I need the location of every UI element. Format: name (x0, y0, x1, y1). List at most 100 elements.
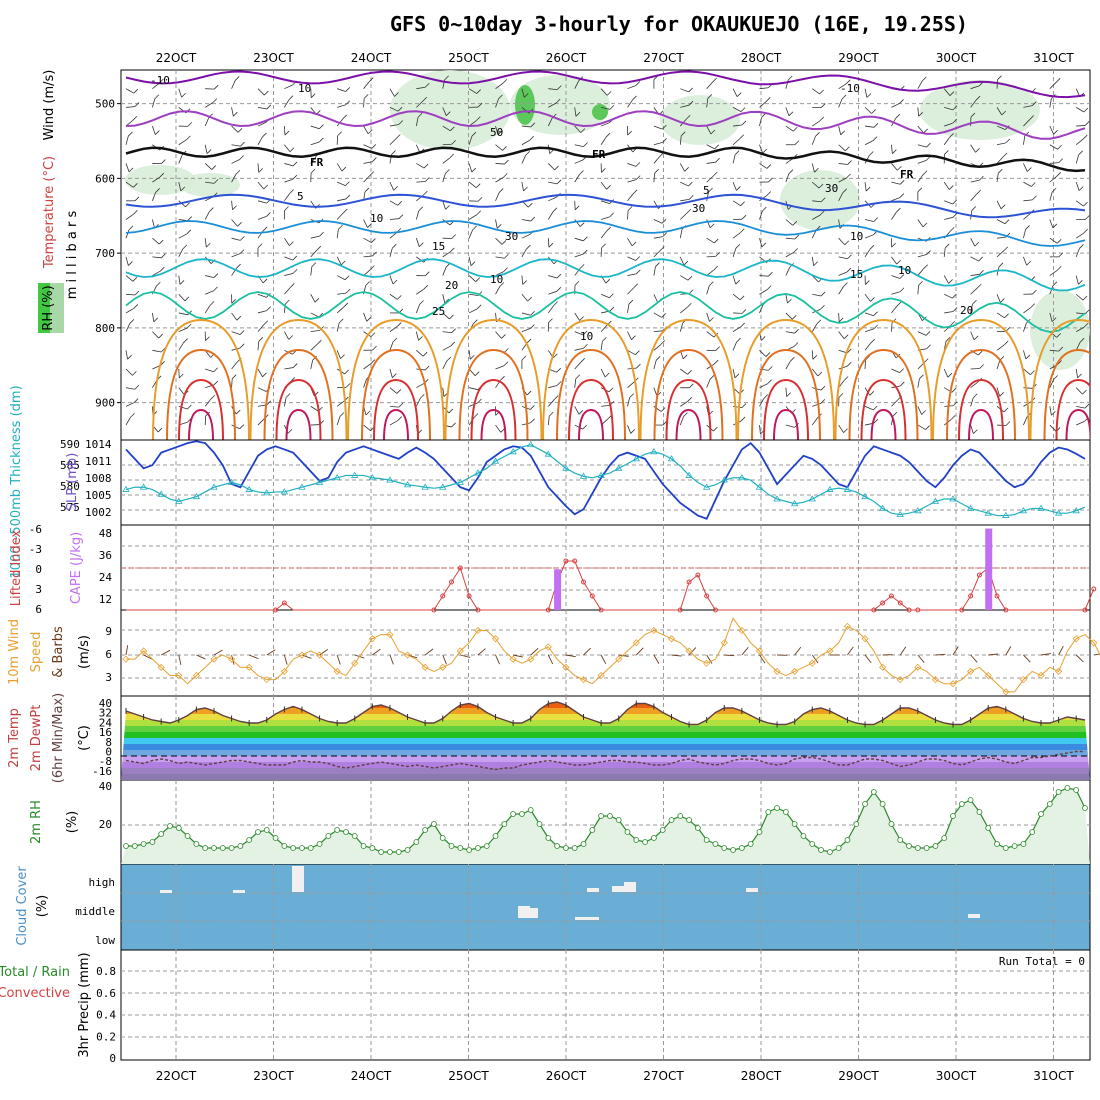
wind-barb (838, 237, 846, 246)
wind-barb (653, 173, 656, 183)
wind-barb (495, 98, 499, 108)
wind-barb (917, 80, 923, 89)
wind-barb (451, 139, 457, 145)
wind-barb (389, 181, 395, 191)
wind-speed-marker (615, 655, 623, 663)
wind-barb (684, 167, 689, 172)
wind-barb (1025, 225, 1030, 230)
wind-barb (840, 130, 845, 136)
wind-barb (415, 304, 420, 314)
wind-barb (1075, 107, 1085, 113)
wind-barb (284, 130, 290, 136)
wind-barb (974, 241, 980, 247)
lifted-index-marker (677, 607, 683, 613)
wind-barb (679, 229, 683, 239)
wind-speed-marker (280, 667, 288, 675)
wind-barb (766, 164, 772, 169)
wind-barb (864, 405, 874, 411)
wind-barb (925, 425, 930, 430)
wind-barb (973, 335, 979, 341)
contour-label: 30 (692, 202, 705, 215)
rh-marker (422, 827, 429, 833)
wind-barb (418, 336, 423, 341)
wind-barb (503, 267, 508, 272)
wind-barb (391, 373, 397, 378)
wind-barb (468, 275, 476, 282)
rh-marker (932, 843, 939, 849)
wind-barb (1049, 237, 1058, 244)
wind-barb (604, 372, 610, 378)
slp-tick: 1011 (85, 455, 112, 468)
rh-marker (914, 845, 921, 851)
wind-barb (844, 240, 850, 246)
contour-label: 5 (703, 184, 710, 197)
wind-barb (127, 354, 132, 360)
lifted-index-marker (686, 579, 692, 585)
wind-barb (811, 256, 815, 266)
thickness-tick: 590 (60, 438, 80, 451)
rh-marker (633, 837, 640, 843)
wind-barb (449, 247, 455, 253)
wind-barb (785, 173, 790, 183)
surface-wind-barb (1093, 653, 1100, 656)
wind-barb (134, 384, 140, 390)
wind-barb (178, 233, 187, 239)
cloud-block (746, 888, 758, 892)
wind-barb (1049, 192, 1053, 201)
wind-barb (257, 341, 260, 351)
wind-barb (791, 315, 797, 320)
wind-barb (635, 175, 641, 180)
slp-tick: 1008 (85, 472, 112, 485)
wind-barb (369, 171, 375, 176)
wind-speed-marker (403, 651, 412, 659)
wind-barb (284, 256, 293, 261)
temp-band (121, 750, 1090, 756)
temp-band (121, 756, 1090, 762)
wind-speed-marker (667, 635, 676, 643)
wind-barb (442, 267, 447, 276)
wind-barb (602, 337, 607, 342)
wind-barb (240, 141, 245, 147)
rh-marker (466, 847, 473, 853)
isotherm-dome (737, 318, 835, 440)
wind-barb (499, 282, 505, 287)
wind-barb (972, 393, 978, 399)
wind-barb (601, 404, 611, 407)
wind-barb (1004, 219, 1010, 225)
wind-barb (548, 318, 553, 323)
wind-barb (732, 248, 737, 257)
surface-wind-barb (1075, 654, 1084, 663)
surface-wind-barb (460, 654, 471, 658)
wind-barb (442, 200, 446, 210)
wind-barb (600, 230, 607, 239)
wind-speed-marker (509, 655, 517, 663)
wind-barb (864, 107, 872, 114)
wind-barb (451, 328, 456, 333)
wind-barb (1083, 201, 1088, 207)
lifted-index-axis-label: Lifted Index (9, 529, 24, 606)
rh-marker (272, 835, 279, 841)
wind-barb (186, 229, 192, 235)
wind-barb (864, 182, 867, 192)
thickness-marker (368, 474, 377, 481)
wind-barb (258, 337, 264, 342)
wind-barb (389, 420, 398, 426)
wind-speed-marker (791, 667, 799, 675)
wind-speed-marker (755, 647, 764, 655)
wind-barb (284, 144, 291, 152)
wind-barb (627, 349, 636, 356)
wind-barb (204, 399, 212, 407)
temp-label-b: 2m DewPt (29, 705, 44, 772)
rh-marker (897, 837, 904, 843)
wind-barb (653, 360, 657, 370)
wind-barb (896, 259, 902, 265)
wind-barb (864, 342, 871, 351)
wind-barb (820, 385, 826, 391)
wind-barb (125, 350, 128, 360)
wind-barb (527, 202, 533, 208)
wind-barb (948, 279, 953, 284)
wind-barb (152, 98, 156, 108)
isotherm-dome (166, 348, 236, 440)
contour-label: -10 (840, 82, 860, 95)
